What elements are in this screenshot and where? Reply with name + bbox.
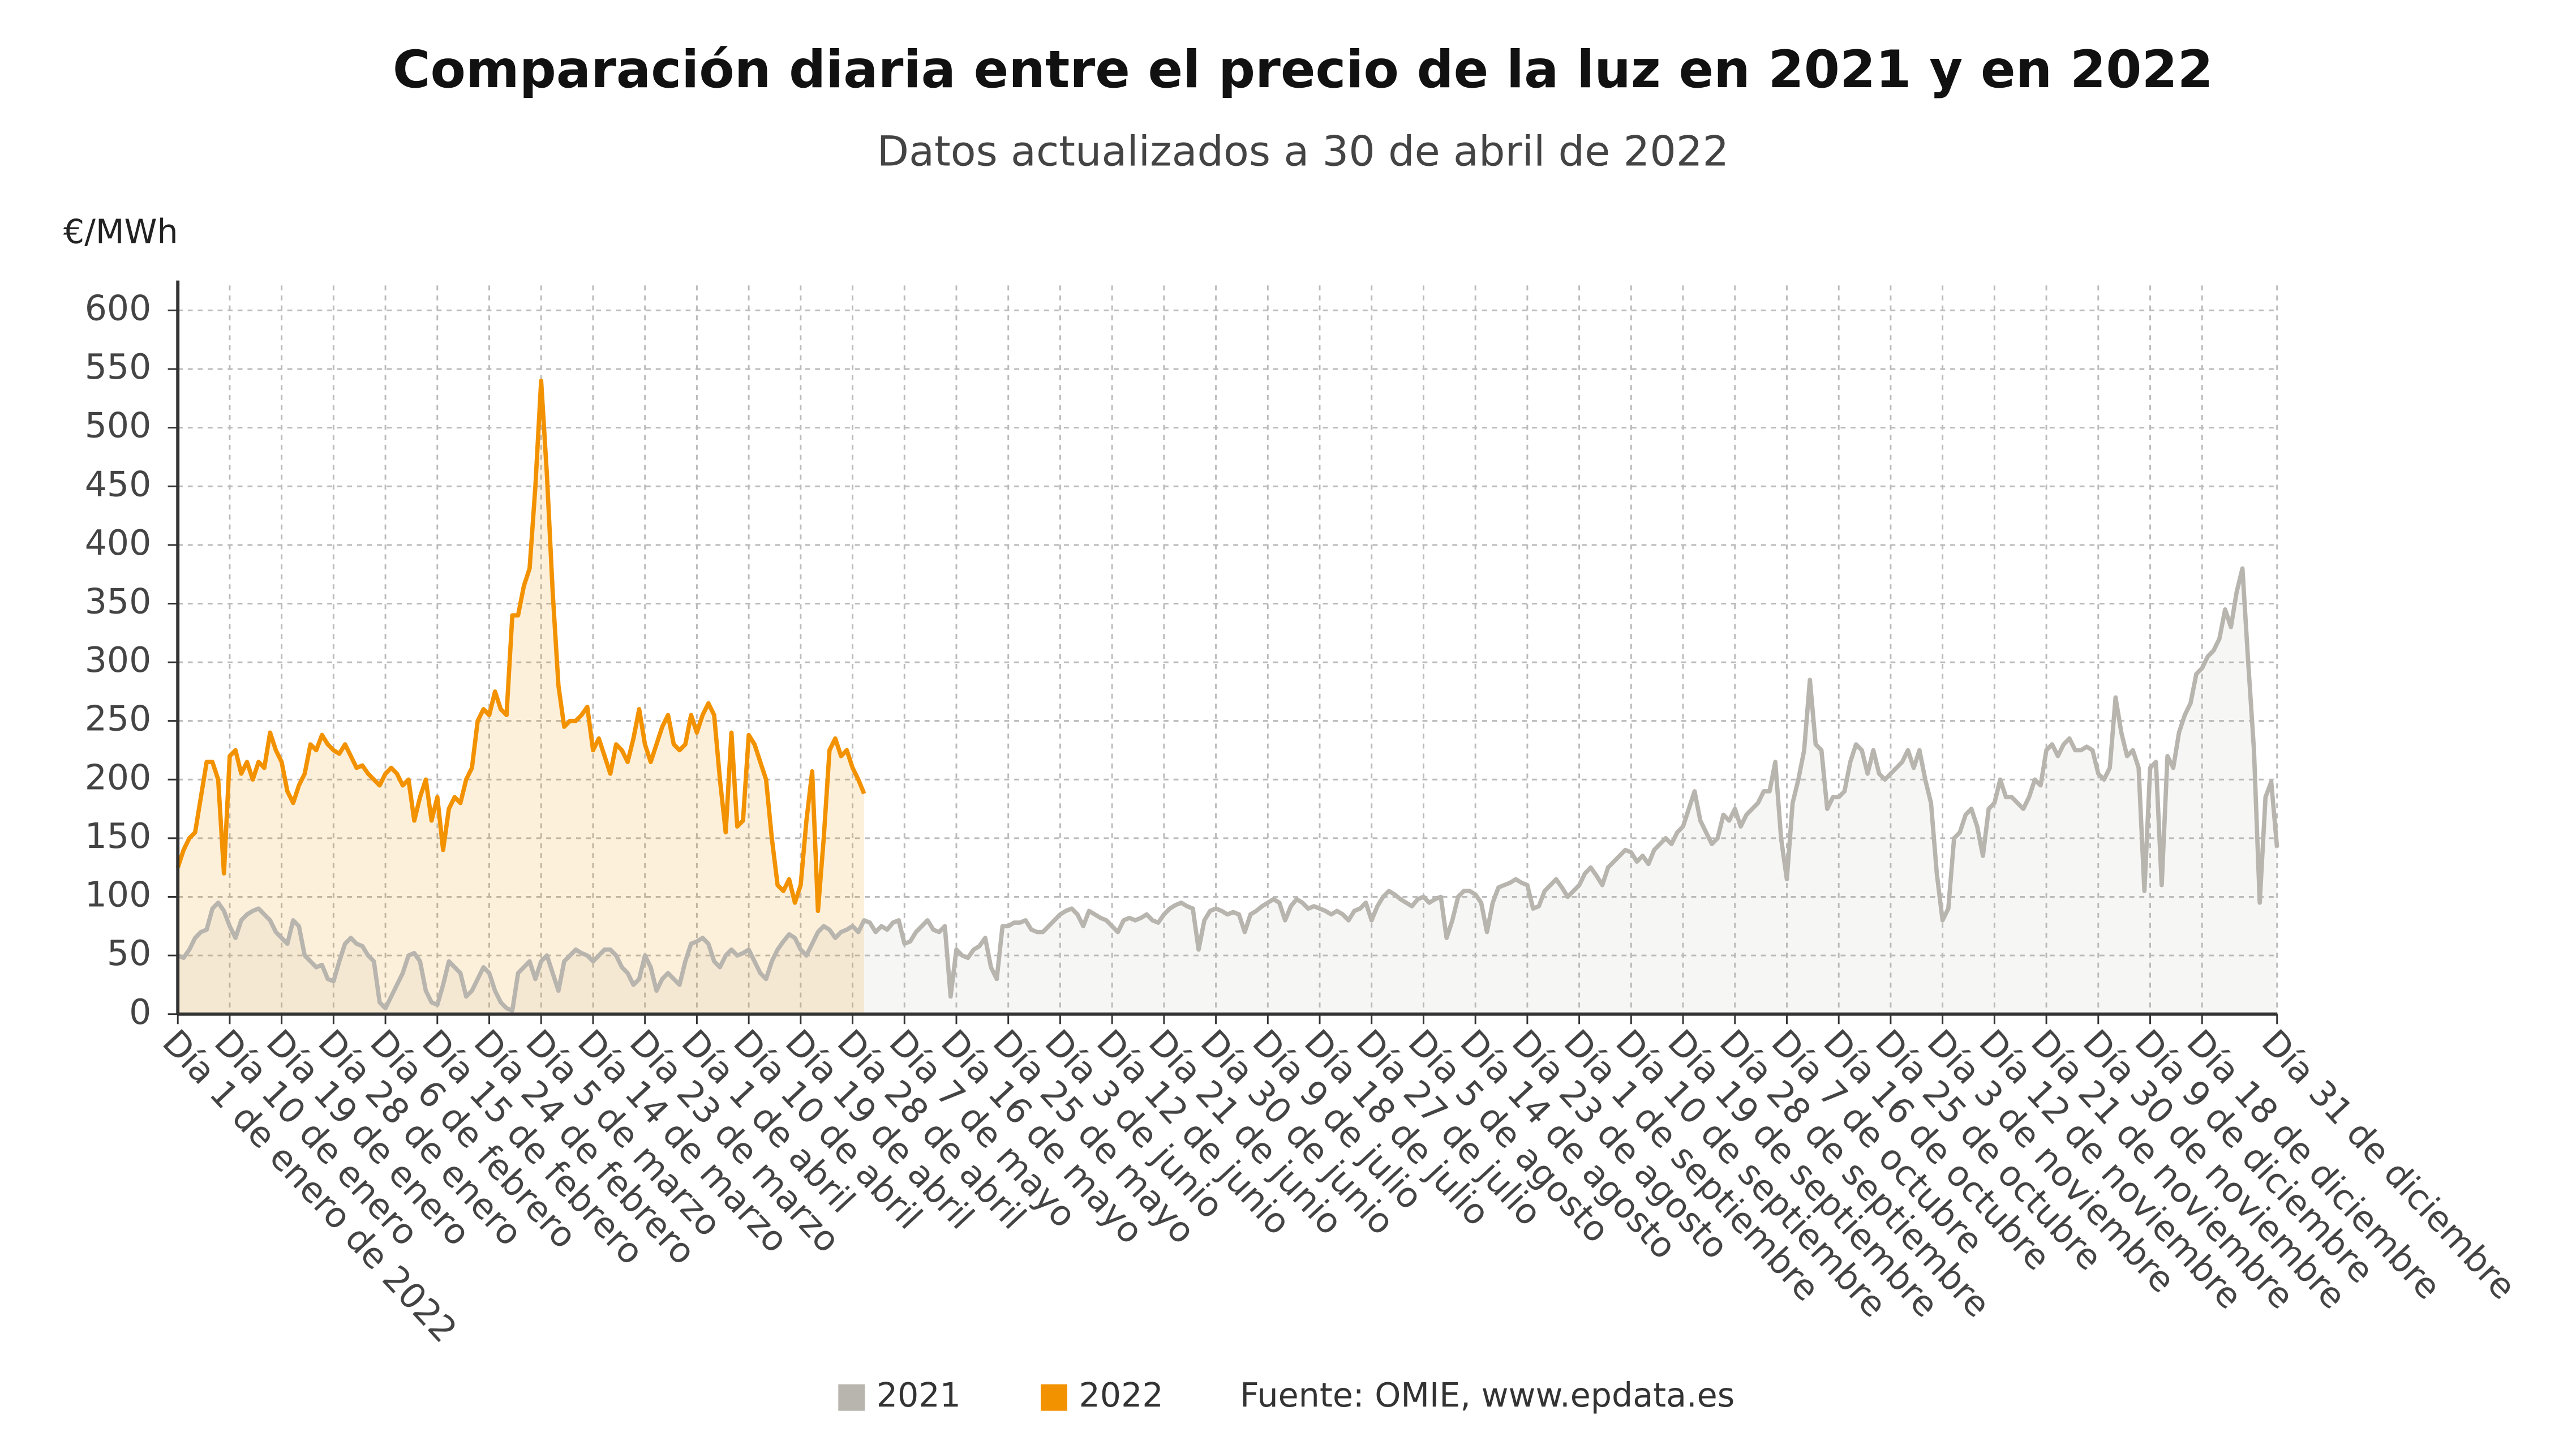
legend-label: 2021 — [877, 1376, 961, 1414]
lines — [175, 378, 2279, 1013]
y-tick-label: 250 — [85, 698, 152, 739]
areas — [178, 380, 2277, 1014]
line — [175, 378, 866, 914]
y-tick-label: 500 — [85, 405, 152, 446]
y-tick-label: 50 — [107, 933, 151, 974]
y-tick-label: 200 — [85, 757, 152, 798]
y-tick-label: 100 — [85, 874, 152, 915]
legend-swatch — [1041, 1384, 1067, 1411]
area — [178, 380, 864, 1014]
y-tick-label: 150 — [85, 816, 152, 856]
y-axis-label: €/MWh — [63, 213, 178, 251]
legend-label: 2022 — [1079, 1376, 1164, 1414]
y-tick-label: 600 — [85, 288, 152, 328]
y-tick-label: 450 — [85, 464, 152, 504]
chart-subtitle: Datos actualizados a 30 de abril de 2022 — [877, 128, 1729, 176]
y-tick-label: 300 — [85, 640, 152, 680]
source: Fuente: OMIE, www.epdata.es — [1240, 1376, 1734, 1414]
y-tick-label: 350 — [85, 581, 152, 622]
chart-title: Comparación diaria entre el precio de la… — [393, 40, 2213, 100]
y-tick-label: 550 — [85, 346, 152, 387]
area — [178, 568, 2277, 1014]
y-tick-label: 0 — [129, 992, 151, 1032]
legend-swatch — [838, 1384, 865, 1411]
line — [177, 566, 2279, 1013]
y-tick-label: 400 — [85, 522, 152, 563]
